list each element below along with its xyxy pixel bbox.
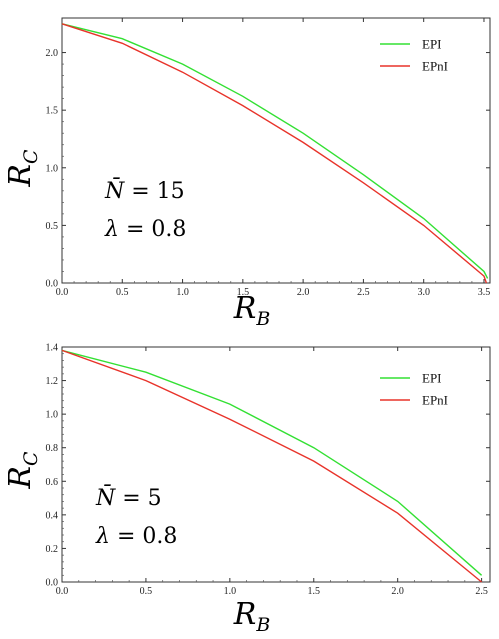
x-tick-label: 0.5 — [140, 586, 153, 597]
x-tick-label: 1.0 — [224, 586, 237, 597]
y-axis-title: RC — [3, 149, 42, 188]
y-tick-label: 0.8 — [46, 443, 59, 454]
y-tick-label: 0.2 — [46, 544, 59, 555]
y-tick-label: 2.0 — [46, 48, 59, 59]
x-tick-label: 2.0 — [391, 586, 404, 597]
annotation: λ = 0.8 — [104, 217, 186, 242]
y-tick-label: 0.4 — [46, 510, 59, 521]
legend-label: EPI — [422, 37, 442, 52]
y-tick-label: 0.0 — [46, 578, 59, 589]
y-tick-label: 1.5 — [46, 106, 59, 117]
y-tick-label: 1.2 — [46, 376, 59, 387]
legend-label: EPnI — [422, 393, 448, 408]
y-axis-title: RC — [3, 451, 42, 490]
plot-frame — [61, 346, 491, 583]
x-tick-label: 2.0 — [297, 287, 310, 298]
series-line-epni — [61, 23, 488, 284]
plot-frame — [61, 17, 491, 284]
annotation: λ = 0.8 — [95, 524, 177, 549]
legend-label: EPI — [422, 371, 442, 386]
annotation: N̄ = 15 — [104, 177, 185, 204]
y-tick-label: 1.0 — [46, 410, 59, 421]
x-tick-label: 0.0 — [56, 287, 69, 298]
y-tick-label: 1.0 — [46, 163, 59, 174]
series-line-epi — [61, 23, 489, 279]
y-tick-label: 0.5 — [46, 221, 59, 232]
legend-label: EPnI — [422, 59, 448, 74]
series-line-epi — [61, 349, 483, 576]
y-tick-label: 1.4 — [46, 343, 59, 354]
x-tick-label: 1.5 — [237, 287, 250, 298]
series-line-epni — [61, 349, 483, 583]
x-tick-label: 2.5 — [357, 287, 370, 298]
x-axis-title: RB — [233, 597, 271, 636]
x-tick-label: 1.5 — [308, 586, 321, 597]
annotation: N̄ = 5 — [95, 484, 162, 511]
x-tick-label: 2.5 — [475, 586, 488, 597]
chart-bottom: 0.0 0.5 1.0 1.5 2.0 2.5 0.0 0.2 0.4 0.6 0.8 1.0 1.2 1… — [3, 343, 491, 636]
y-tick-label: 0.0 — [46, 279, 59, 290]
chart-top: 0.0 0.5 1.0 1.5 2.0 2.5 3.0 3.5 0.0 0.5 1.0 1.5 2.0 E… — [3, 17, 491, 330]
x-tick-label: 1.0 — [176, 287, 189, 298]
x-tick-label: 3.0 — [417, 287, 430, 298]
x-tick-label: 0.0 — [56, 586, 69, 597]
y-tick-label: 0.6 — [46, 477, 59, 488]
x-tick-label: 0.5 — [116, 287, 129, 298]
x-tick-label: 3.5 — [478, 287, 491, 298]
x-axis-title: RB — [233, 291, 271, 330]
